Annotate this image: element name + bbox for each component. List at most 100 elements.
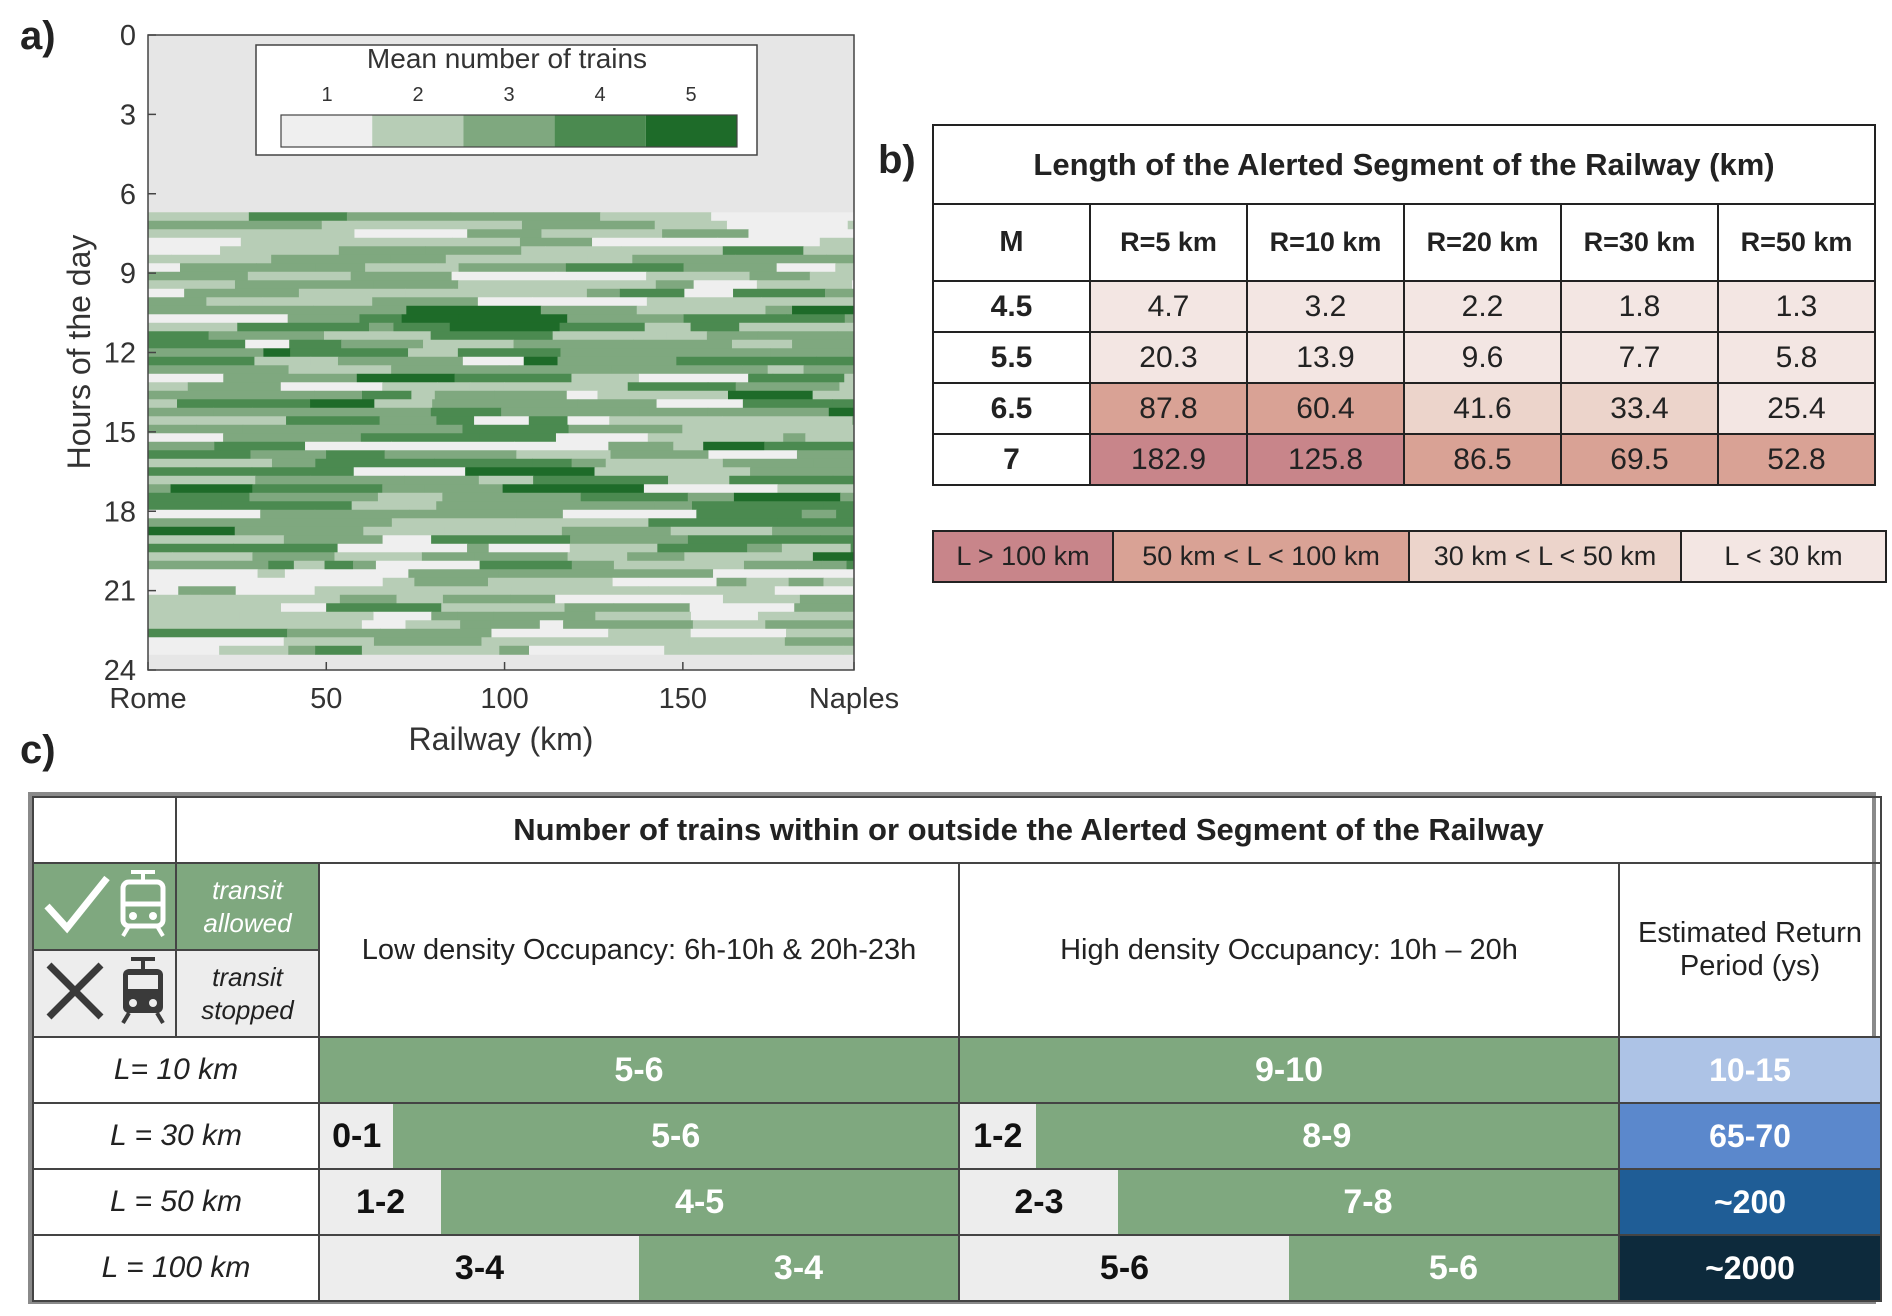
heatmap-cell: [271, 254, 391, 264]
heatmap-cell: [508, 365, 612, 375]
heatmap-cell: [795, 467, 855, 477]
heatmap-cell: [494, 390, 568, 400]
heatmap-cell: [382, 577, 415, 587]
heatmap-cell: [689, 603, 795, 613]
heatmap-cell: [382, 535, 432, 545]
heatmap-cell: [708, 450, 798, 460]
heatmap-cell: [393, 322, 451, 332]
table-row: 5.5 20.3 13.9 9.6 7.7 5.8: [932, 331, 1876, 384]
heatmap-cell: [643, 484, 778, 494]
heatmap-cell: [533, 475, 669, 485]
heatmap-cell: [252, 484, 383, 494]
heatmap-cell: [379, 416, 437, 426]
heatmap-cell: [171, 577, 251, 587]
heatmap-cell: [220, 246, 340, 256]
heatmap-cell: [633, 339, 733, 349]
heatmap-cell: [797, 569, 855, 579]
heatmap-cell: [396, 594, 444, 604]
heatmap-cell: [372, 297, 479, 307]
y-axis-ticks: 0 3 6 9 12 15 18 21 24: [104, 20, 156, 687]
heatmap-cell: [487, 577, 614, 587]
heatmap-cell: [380, 628, 492, 638]
heatmap-cell: [498, 569, 602, 579]
heatmap-cell: [523, 356, 559, 366]
heatmap-cell: [587, 254, 633, 264]
panel-label-a: a): [20, 14, 56, 58]
heatmap-cell: [425, 246, 522, 256]
heatmap-cell: [315, 645, 363, 655]
heatmap-cell: [836, 509, 855, 519]
transit-stopped-label: transit stopped: [175, 949, 320, 1038]
heatmap-cell: [148, 390, 195, 400]
heatmap-cell: [691, 501, 825, 511]
heatmap-cell: [404, 475, 480, 485]
heatmap-cell: [148, 611, 241, 621]
heatmap-cell: [840, 492, 855, 502]
heatmap-cell: [749, 271, 811, 281]
heatmap-cell: [594, 467, 709, 477]
heatmap-cell: [234, 280, 375, 290]
heatmap-cell: [611, 365, 743, 375]
heatmap-cell: [409, 509, 442, 519]
heatmap-cell: [684, 552, 814, 562]
heatmap-cell: [503, 382, 629, 392]
heatmap-cell: [286, 416, 381, 426]
heatmap-cell: [171, 254, 272, 264]
heatmap-cell: [467, 229, 542, 239]
heatmap-cell: [692, 543, 748, 553]
train-occupancy-table: Number of trains within or outside the A…: [28, 792, 1883, 1304]
heatmap-cell: [431, 611, 458, 621]
heatmap-cell: [605, 458, 724, 468]
heatmap-cell: [442, 594, 511, 604]
heatmap-cell: [148, 543, 234, 553]
heatmap-cell: [214, 441, 306, 451]
heatmap-cell: [221, 501, 353, 511]
heatmap-cell: [148, 552, 174, 562]
heatmap-cell: [601, 569, 714, 579]
heatmap-cell: [567, 314, 685, 324]
heatmap-cell: [557, 356, 677, 366]
heatmap-cell: [620, 246, 724, 256]
heatmap-cell: [632, 254, 736, 264]
row-label: L = 50 km: [32, 1168, 320, 1236]
heatmap-cell: [690, 322, 740, 332]
heatmap-cell: [356, 373, 456, 383]
heatmap-cell: [493, 611, 596, 621]
heatmap-cell: [812, 552, 855, 562]
heatmap-cell: [690, 628, 787, 638]
heatmap-cell: [350, 271, 453, 281]
heatmap-cell: [647, 586, 737, 596]
heatmap-cell: [499, 645, 530, 655]
heatmap-cell: [638, 373, 749, 383]
heatmap-cell: [179, 263, 257, 273]
length-legend-item: L < 30 km: [1680, 530, 1887, 583]
heatmap-cell: [735, 382, 840, 392]
table-row: 6.5 87.8 60.4 41.6 33.4 25.4: [932, 382, 1876, 435]
column-header-r50: R=50 km: [1717, 203, 1876, 282]
length-legend-item: 30 km < L < 50 km: [1408, 530, 1682, 583]
heatmap-cell: [469, 382, 505, 392]
x-tick-label: 50: [310, 683, 342, 715]
heatmap-cell: [731, 339, 793, 349]
heatmap-cell: [375, 560, 481, 570]
panel-label-b: b): [878, 138, 916, 182]
transit-stopped-icon-cell: [32, 949, 177, 1038]
x-tick-label: Naples: [809, 683, 899, 715]
heatmap-cell: [374, 399, 433, 409]
heatmap-cell: [519, 237, 593, 247]
length-value-cell: 125.8: [1246, 433, 1405, 486]
heatmap-cell: [341, 339, 424, 349]
heatmap-cell: [287, 628, 381, 638]
heatmap-cell: [148, 263, 181, 273]
heatmap-cell: [148, 501, 222, 511]
table-row: L = 50 km 1-2 4-5 2-3 7-8 ~200: [32, 1168, 1883, 1236]
table-row: 7 182.9 125.8 86.5 69.5 52.8: [932, 433, 1876, 486]
heatmap-cell: [477, 297, 533, 307]
heatmap-cell: [187, 382, 282, 392]
heatmap-cell: [382, 484, 426, 494]
heatmap-cell: [148, 450, 221, 460]
heatmap-cell: [434, 390, 495, 400]
heatmap-cell: [351, 424, 463, 434]
length-value-cell: 52.8: [1717, 433, 1876, 486]
heatmap-cell: [563, 620, 694, 630]
